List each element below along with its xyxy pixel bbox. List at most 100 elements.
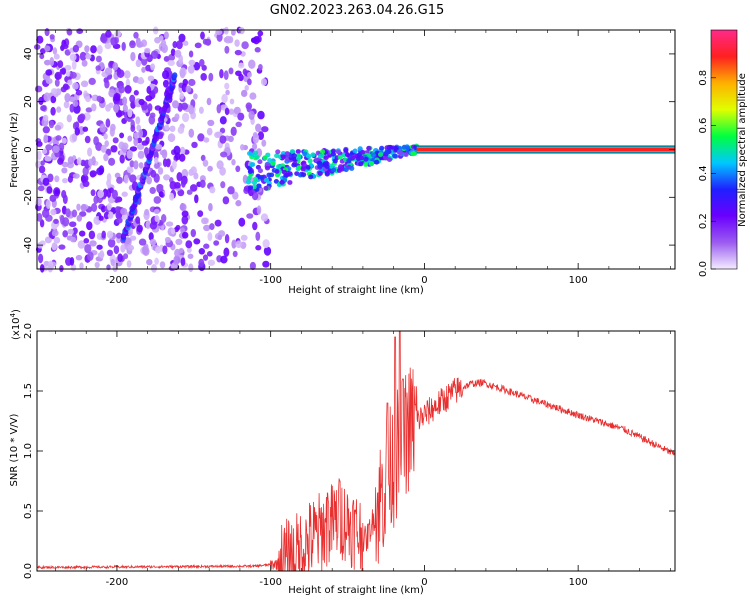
spectrogram-cell <box>246 175 252 181</box>
spectrogram-cell <box>176 171 183 182</box>
spectrogram-cell <box>386 145 392 151</box>
spectrogram-cell <box>153 156 159 164</box>
spectrogram-cell <box>178 33 186 43</box>
spectrogram-cell <box>36 212 43 222</box>
spectrogram-cell <box>252 221 258 231</box>
spectrogram-cell <box>69 71 77 79</box>
spectrogram-cell <box>84 135 91 144</box>
spectrogram-cell <box>260 78 268 86</box>
spectrogram-cell <box>411 150 417 156</box>
spectrogram-cell <box>55 135 62 141</box>
spectrogram-cell <box>127 135 133 142</box>
spectrogram-cell <box>215 29 223 36</box>
spectrogram-cell <box>247 78 252 86</box>
spectrogram-cell <box>44 45 51 52</box>
spectrogram-cell <box>170 48 176 56</box>
spectrogram-cell <box>50 208 57 216</box>
spectrogram-cell <box>37 253 44 264</box>
spectrogram-cell <box>200 31 205 40</box>
spectrogram-cell <box>234 49 242 56</box>
spectrogram-cell <box>40 160 45 166</box>
spectrogram-cell <box>162 79 169 88</box>
spectrogram-cell <box>163 174 171 181</box>
spectrogram-cell <box>130 51 136 62</box>
spectrogram-cell <box>245 179 251 185</box>
spectrogram-cell <box>386 157 393 163</box>
spectrogram-cell <box>223 70 229 80</box>
spectrogram-cell <box>310 152 316 158</box>
snr-x-tick-label: 0 <box>421 577 427 588</box>
spectrogram-cell <box>69 256 75 266</box>
spectrogram-cell <box>161 214 167 223</box>
spectrogram-cell <box>135 116 141 125</box>
spectrogram-cell <box>331 167 337 173</box>
spectrogram-cell <box>150 63 156 71</box>
spectrogram-cell <box>287 171 293 177</box>
spectrogram-cell <box>161 43 169 54</box>
spectrogram-cell <box>113 245 120 255</box>
spectrogram-cell <box>63 100 70 109</box>
spectrogram-cell <box>177 189 185 197</box>
spectrogram-cell <box>217 234 223 241</box>
spectrogram-cell <box>49 34 55 40</box>
spectrogram-cell <box>240 234 248 241</box>
spectrogram-cell <box>186 247 192 253</box>
spectrogram-cell <box>116 217 123 224</box>
spectrogram-cell <box>138 98 145 106</box>
spectrogram-cell <box>246 213 254 219</box>
spectrogram-cell <box>232 191 239 200</box>
spectrogram-cell <box>76 28 84 35</box>
spectrogram-cell <box>203 137 210 143</box>
spectrogram-cell <box>291 162 297 168</box>
spectrogram-cell <box>79 211 87 217</box>
spectrogram-cell <box>50 106 56 116</box>
spectrogram-cell <box>144 208 150 216</box>
spectrogram-cell <box>39 219 45 228</box>
spectrogram-cell <box>111 189 118 200</box>
spectrogram-cell <box>265 162 271 167</box>
spectrogram-cell <box>82 180 90 188</box>
spectrogram-cell <box>213 240 220 246</box>
spectrogram-cell <box>194 194 199 204</box>
spectrogram-cell <box>180 178 186 188</box>
snr-series-line <box>36 330 676 572</box>
spectrogram-cell <box>36 197 42 207</box>
spectrogram-cell <box>231 239 237 249</box>
spectrogram-cell <box>249 261 256 271</box>
spectrogram-cell <box>42 177 50 186</box>
spectrogram-cell <box>54 71 62 81</box>
spectrogram-cell <box>220 151 228 158</box>
spectrogram-cell <box>164 124 170 131</box>
spectrogram-cell <box>370 152 376 158</box>
spectrogram-cell <box>368 161 375 166</box>
spectrogram-cell <box>138 162 144 169</box>
spectrogram-cell <box>403 152 409 158</box>
spectrogram-y-tick-label: 0 <box>23 146 34 152</box>
spectrogram-cell <box>150 169 157 178</box>
spectrogram-cell <box>91 203 98 212</box>
spectrogram-cell <box>126 167 134 174</box>
spectrogram-cell <box>153 196 162 204</box>
spectrogram-cell <box>280 154 286 160</box>
spectrogram-cell <box>61 137 67 144</box>
spectrogram-cell <box>113 104 119 113</box>
spectrogram-cell <box>69 53 77 62</box>
spectrogram-cell <box>393 145 399 151</box>
spectrogram-cell <box>257 159 263 165</box>
spectrogram-cell <box>221 93 228 104</box>
spectrogram-cell <box>81 59 88 67</box>
spectrogram-cell <box>42 126 50 134</box>
spectrogram-cell <box>197 133 205 142</box>
spectrogram-cell <box>51 88 58 95</box>
spectrogram-cell <box>188 168 194 177</box>
spectrogram-cell <box>219 116 227 125</box>
spectrogram-cell <box>122 96 128 106</box>
spectrogram-cell <box>227 186 235 195</box>
spectrogram-cell <box>224 107 230 116</box>
spectrogram-cell <box>262 260 270 268</box>
spectrogram-cell <box>77 240 86 249</box>
spectrogram-cell <box>149 222 158 230</box>
spectrogram-cell <box>280 151 286 156</box>
spectrogram-cell <box>101 230 106 239</box>
spectrogram-cell <box>106 230 114 239</box>
